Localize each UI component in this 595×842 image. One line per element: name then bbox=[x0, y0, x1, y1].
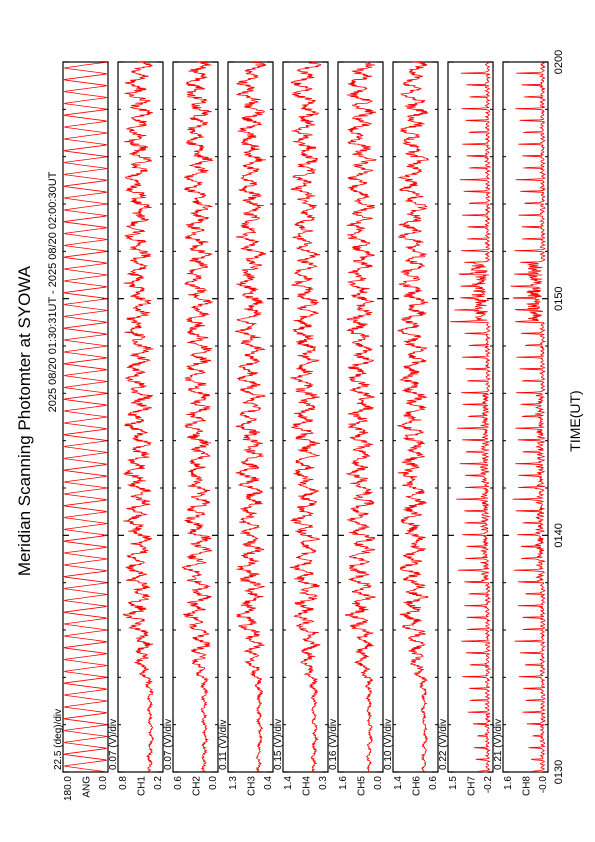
y-tick-label: 0.0 bbox=[208, 776, 219, 790]
y-tick-label: 1.6 bbox=[338, 776, 349, 790]
x-axis-label: TIME(UT) bbox=[567, 390, 583, 451]
chart-title: Meridian Scanning Photomter at SYOWA bbox=[15, 265, 34, 576]
panel-9: 0.21 (V)/div 1.6 -0.0 CH8 bbox=[493, 61, 549, 796]
x-tick-label: 0130 bbox=[553, 760, 565, 784]
panel-7: 0.10 (V)/div 1.4 0.6 CH6 bbox=[383, 61, 439, 796]
panel-6: 0.16 (V)/div 1.6 0.0 CH5 bbox=[328, 61, 384, 796]
panel-frame bbox=[227, 61, 274, 773]
y-tick-label: 1.5 bbox=[448, 776, 459, 790]
y-axis-label: CH6 bbox=[412, 776, 423, 796]
series-line bbox=[289, 61, 322, 773]
y-tick-label: 1.6 bbox=[503, 776, 514, 790]
panel-scale-label: 0.11 (V)/div bbox=[218, 720, 229, 770]
y-tick-label: 1.4 bbox=[393, 776, 404, 790]
y-axis-label: CH8 bbox=[522, 776, 533, 796]
panel-5: 0.15 (V)/div 1.4 0.3 CH4 bbox=[273, 61, 329, 796]
y-tick-label: 0.0 bbox=[373, 776, 384, 790]
panel-frame bbox=[117, 61, 164, 773]
panel-1: 22.5 (deg)/div 180.0 0.0 ANG bbox=[53, 61, 109, 801]
y-tick-label: 1.4 bbox=[283, 776, 294, 790]
series-line bbox=[510, 62, 547, 773]
panel-frame bbox=[337, 61, 384, 773]
panel-scale-label: 0.16 (V)/div bbox=[328, 719, 339, 770]
y-tick-label: -0.0 bbox=[538, 776, 549, 794]
panel-frame bbox=[62, 61, 109, 773]
panel-scale-label: 0.07 (V)/div bbox=[163, 719, 174, 770]
panel-scale-label: 0.21 (V)/div bbox=[493, 719, 504, 770]
series-line bbox=[344, 61, 377, 773]
y-axis-label: CH3 bbox=[247, 776, 258, 796]
x-tick-label: 0200 bbox=[553, 50, 565, 74]
plot-area: Meridian Scanning Photomter at SYOWA 202… bbox=[15, 50, 583, 801]
y-tick-label: 0.6 bbox=[428, 776, 439, 790]
chart-subtitle: 2025 08/20 01:30:31UT - 2025 08/20 02:00… bbox=[47, 171, 59, 412]
y-tick-label: 0.0 bbox=[98, 776, 109, 790]
series-line bbox=[235, 61, 267, 773]
panel-scale-label: 0.07 (V)/div bbox=[108, 719, 119, 770]
panel-frame bbox=[282, 61, 329, 773]
series-line bbox=[63, 61, 108, 773]
panel-4: 0.11 (V)/div 1.3 0.4 CH3 bbox=[218, 61, 274, 796]
x-tick-label: 0150 bbox=[553, 286, 565, 310]
y-tick-label: 0.3 bbox=[318, 776, 329, 790]
panel-frame bbox=[172, 61, 219, 773]
y-tick-label: 0.4 bbox=[263, 776, 274, 790]
panel-3: 0.07 (V)/div 0.6 0.0 CH2 bbox=[163, 61, 219, 796]
y-axis-label: ANG bbox=[82, 776, 93, 798]
panel-frame bbox=[447, 61, 494, 773]
panel-8: 0.22 (V)/div 1.5 -0.2 CH7 bbox=[438, 61, 494, 796]
series-line bbox=[181, 61, 214, 773]
y-axis-label: CH7 bbox=[467, 776, 478, 796]
y-axis-label: CH1 bbox=[137, 776, 148, 796]
panel-scale-label: 0.15 (V)/div bbox=[273, 719, 284, 770]
y-tick-label: -0.2 bbox=[483, 776, 494, 794]
y-tick-label: 0.6 bbox=[173, 776, 184, 790]
x-tick-label: 0140 bbox=[553, 523, 565, 547]
y-tick-label: 180.0 bbox=[63, 776, 74, 801]
y-axis-label: CH2 bbox=[192, 776, 203, 796]
series-line bbox=[396, 61, 430, 772]
y-tick-label: 0.8 bbox=[118, 776, 129, 790]
panel-scale-label: 0.10 (V)/div bbox=[383, 719, 394, 770]
panel-scale-label: 22.5 (deg)/div bbox=[53, 709, 64, 770]
series-line bbox=[122, 61, 155, 773]
y-axis-label: CH5 bbox=[357, 776, 368, 796]
series-line bbox=[450, 61, 492, 773]
y-tick-label: 1.3 bbox=[228, 776, 239, 790]
panel-frame bbox=[502, 61, 549, 773]
panel-2: 0.07 (V)/div 0.8 0.2 CH1 bbox=[108, 61, 164, 796]
panel-scale-label: 0.22 (V)/div bbox=[438, 719, 449, 770]
y-axis-label: CH4 bbox=[302, 776, 313, 796]
y-tick-label: 0.2 bbox=[153, 776, 164, 790]
